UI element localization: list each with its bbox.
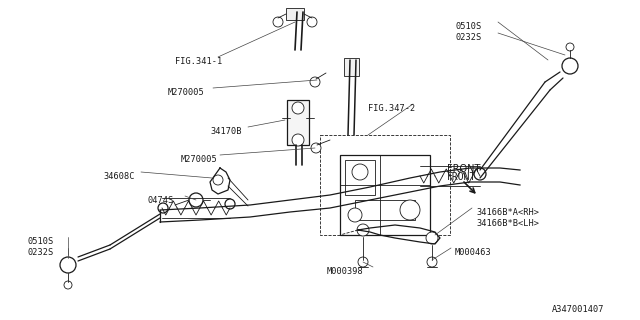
- Text: 0232S: 0232S: [456, 33, 483, 42]
- Bar: [345, 160, 375, 195]
- Bar: [340, 155, 430, 235]
- Text: A347001407: A347001407: [552, 305, 605, 314]
- Text: 34170B: 34170B: [210, 127, 241, 136]
- Circle shape: [158, 203, 168, 213]
- Circle shape: [348, 208, 362, 222]
- Circle shape: [415, 171, 425, 181]
- Circle shape: [292, 134, 304, 146]
- Text: 0510S: 0510S: [456, 22, 483, 31]
- Text: 34166B*A<RH>: 34166B*A<RH>: [476, 208, 539, 217]
- Bar: [287, 100, 309, 145]
- Bar: [320, 135, 450, 235]
- Text: FRONT: FRONT: [447, 164, 481, 174]
- Circle shape: [426, 232, 438, 244]
- Text: M000398: M000398: [327, 267, 364, 276]
- Text: M270005: M270005: [168, 88, 205, 97]
- Circle shape: [562, 58, 578, 74]
- Text: 0232S: 0232S: [28, 248, 54, 257]
- Text: FIG.347-2: FIG.347-2: [368, 104, 415, 113]
- Circle shape: [566, 43, 574, 51]
- Bar: [286, 8, 304, 20]
- Text: FRONT: FRONT: [447, 172, 476, 182]
- Circle shape: [273, 17, 283, 27]
- Circle shape: [292, 102, 304, 114]
- Circle shape: [427, 257, 437, 267]
- Circle shape: [64, 281, 72, 289]
- Text: 0474S: 0474S: [148, 196, 174, 205]
- Text: M270005: M270005: [181, 155, 218, 164]
- Circle shape: [311, 143, 321, 153]
- Circle shape: [357, 224, 369, 236]
- Circle shape: [474, 168, 486, 180]
- Circle shape: [310, 77, 320, 87]
- Bar: [344, 58, 359, 76]
- Circle shape: [213, 175, 223, 185]
- Circle shape: [60, 257, 76, 273]
- Circle shape: [358, 257, 368, 267]
- Text: 34608C: 34608C: [103, 172, 134, 181]
- Circle shape: [189, 193, 203, 207]
- Text: 34166B*B<LH>: 34166B*B<LH>: [476, 219, 539, 228]
- Circle shape: [307, 17, 317, 27]
- Circle shape: [225, 199, 235, 209]
- Text: FIG.341-1: FIG.341-1: [175, 57, 222, 66]
- Circle shape: [352, 164, 368, 180]
- Circle shape: [400, 200, 420, 220]
- Text: 0510S: 0510S: [28, 237, 54, 246]
- Bar: [355, 200, 415, 220]
- Text: M000463: M000463: [455, 248, 492, 257]
